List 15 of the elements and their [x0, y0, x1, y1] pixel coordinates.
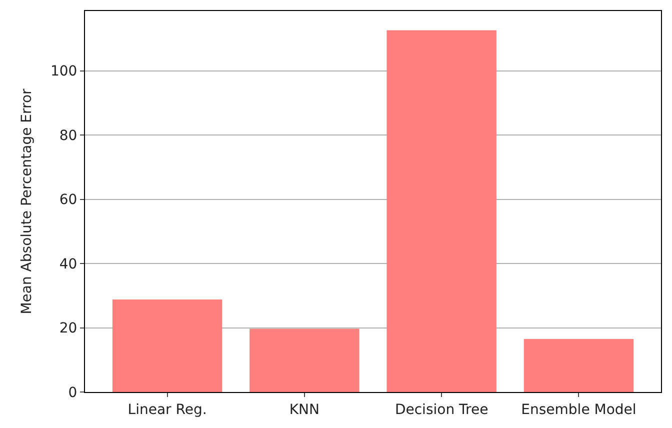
bar [250, 328, 360, 392]
y-tick-label: 60 [59, 192, 78, 208]
x-tick-label: Ensemble Model [521, 402, 636, 418]
x-tick-label: KNN [289, 402, 320, 418]
y-tick-label: 100 [50, 64, 78, 80]
y-axis-title: Mean Absolute Percentage Error [19, 88, 36, 314]
bar [112, 299, 222, 392]
x-tick-label: Linear Reg. [128, 402, 207, 418]
x-tick-label: Decision Tree [394, 402, 488, 418]
y-tick-label: 80 [59, 128, 78, 144]
y-tick-label: 0 [68, 384, 78, 401]
bar [524, 338, 634, 392]
y-tick-label: 20 [59, 320, 78, 337]
bar [386, 30, 496, 392]
y-tick-label: 40 [59, 256, 78, 272]
